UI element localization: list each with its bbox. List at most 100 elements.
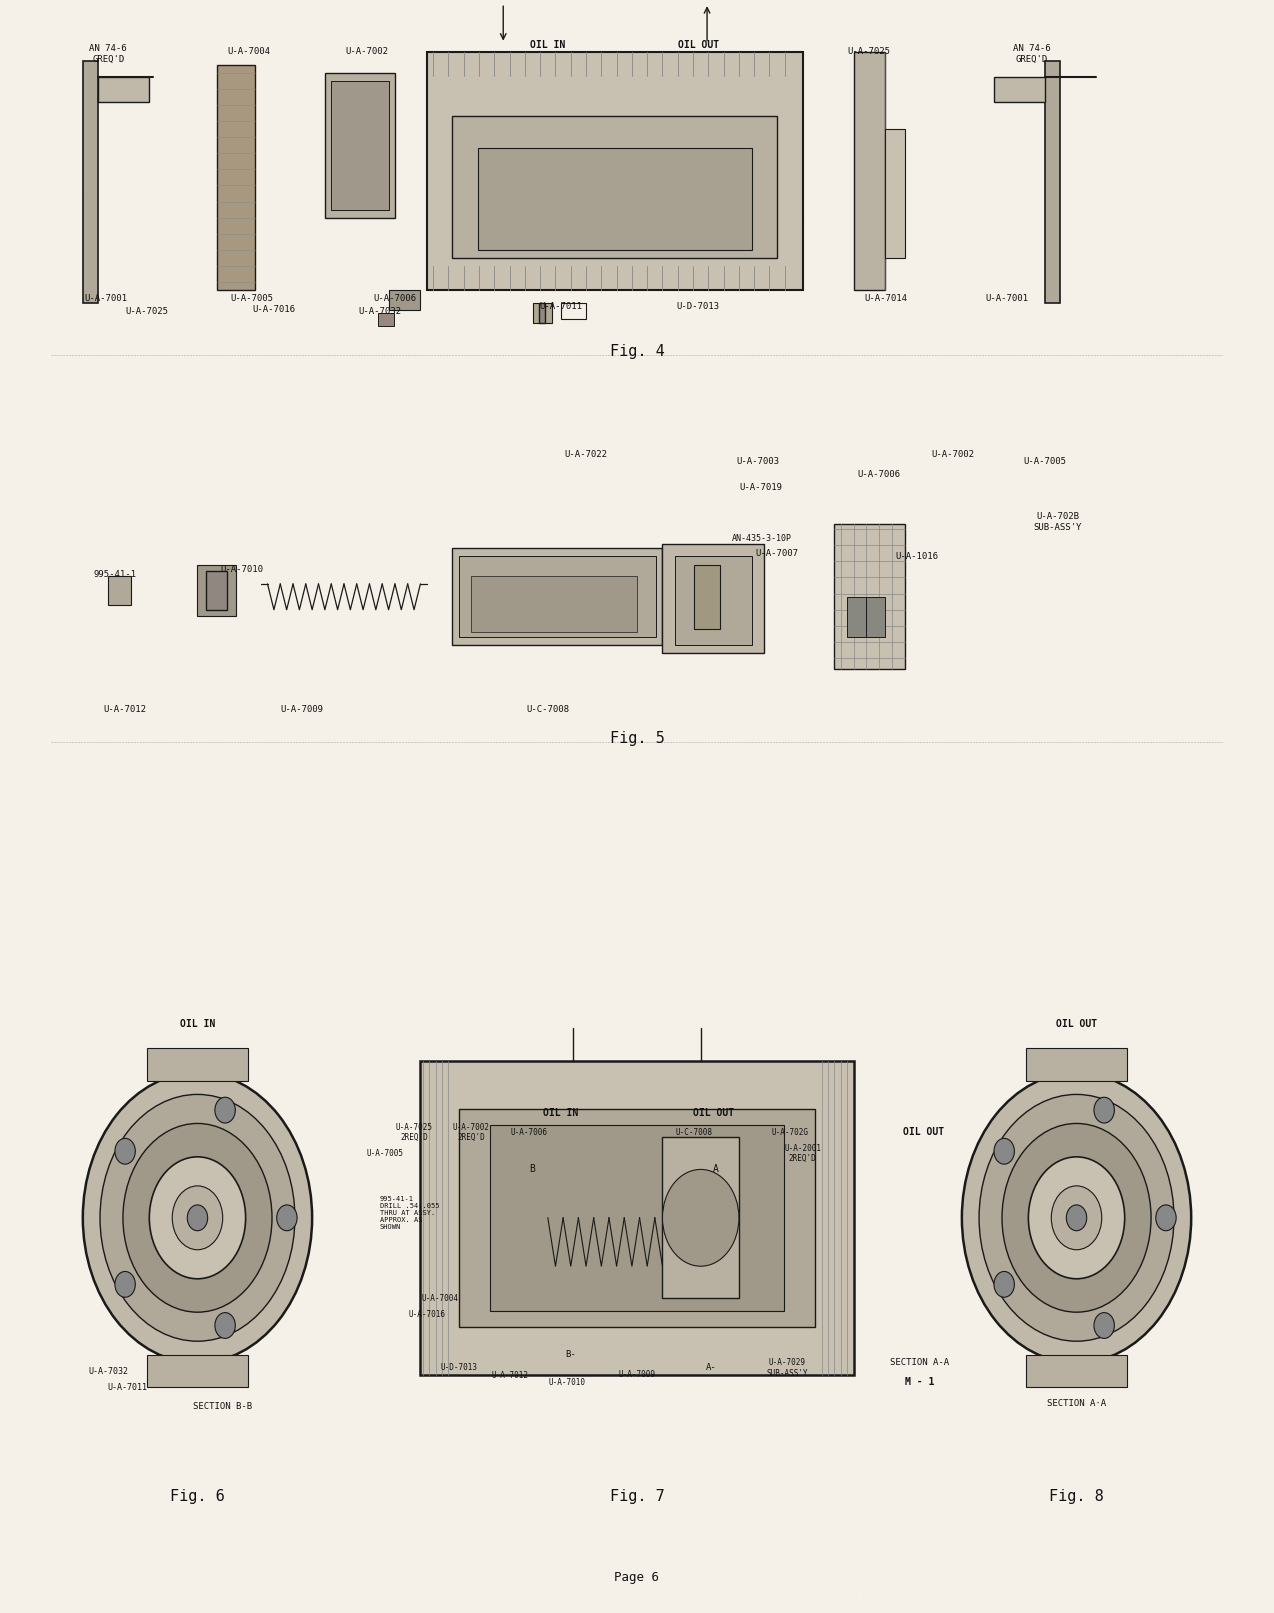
Text: Fig. 6: Fig. 6 xyxy=(171,1489,224,1505)
Text: M - 1: M - 1 xyxy=(905,1378,935,1387)
Bar xyxy=(1045,61,1060,303)
Text: U-A-702G: U-A-702G xyxy=(771,1127,809,1137)
Bar xyxy=(331,81,389,210)
Circle shape xyxy=(276,1205,297,1231)
Bar xyxy=(147,1355,248,1387)
Text: U-A-7002: U-A-7002 xyxy=(345,47,389,56)
Text: U-A-7032: U-A-7032 xyxy=(88,1366,129,1376)
Circle shape xyxy=(662,1169,739,1266)
Bar xyxy=(847,597,866,637)
Text: U-A-7001: U-A-7001 xyxy=(985,294,1028,303)
Text: SECTION B-B: SECTION B-B xyxy=(194,1402,252,1411)
Bar xyxy=(1026,1048,1127,1081)
Bar xyxy=(539,303,545,323)
Circle shape xyxy=(1028,1157,1125,1279)
Text: OIL OUT: OIL OUT xyxy=(1056,1019,1097,1029)
Bar xyxy=(452,116,777,258)
Bar xyxy=(662,1137,739,1298)
Circle shape xyxy=(994,1271,1014,1297)
Text: U-A-7006: U-A-7006 xyxy=(373,294,417,303)
Text: U-A-7011: U-A-7011 xyxy=(107,1382,148,1392)
Bar xyxy=(471,576,637,632)
Text: A-: A- xyxy=(706,1363,716,1373)
Text: U-A-7007: U-A-7007 xyxy=(755,548,799,558)
Bar xyxy=(459,556,656,637)
Bar xyxy=(452,548,662,645)
Text: GREQ'D: GREQ'D xyxy=(1015,55,1049,65)
Bar xyxy=(533,303,552,323)
Bar xyxy=(427,52,803,290)
Text: U-A-7012: U-A-7012 xyxy=(490,1371,529,1381)
Text: A: A xyxy=(713,1165,719,1174)
Text: U-C-7008: U-C-7008 xyxy=(675,1127,713,1137)
Text: OIL OUT: OIL OUT xyxy=(678,40,719,50)
Text: Page 6: Page 6 xyxy=(614,1571,660,1584)
Circle shape xyxy=(115,1271,135,1297)
Text: OIL IN: OIL IN xyxy=(530,40,566,50)
Text: U-A-702B: U-A-702B xyxy=(1036,511,1079,521)
Bar xyxy=(994,77,1045,102)
Bar xyxy=(885,129,905,258)
Bar xyxy=(420,1061,854,1374)
Bar xyxy=(459,1110,815,1326)
Bar xyxy=(389,290,420,310)
Bar xyxy=(834,524,905,669)
Bar xyxy=(108,576,131,605)
Text: U-A-7001: U-A-7001 xyxy=(84,294,127,303)
Text: U-A-2001
2REQ'D: U-A-2001 2REQ'D xyxy=(784,1144,822,1163)
Bar xyxy=(1026,1355,1127,1387)
Text: SECTION A·A: SECTION A·A xyxy=(1047,1398,1106,1408)
Text: U-A-1016: U-A-1016 xyxy=(896,552,939,561)
Text: U-A-7022: U-A-7022 xyxy=(564,450,608,460)
Circle shape xyxy=(1066,1205,1087,1231)
Text: U-A-7006: U-A-7006 xyxy=(510,1127,548,1137)
Text: U-A-7006: U-A-7006 xyxy=(857,469,901,479)
Text: U-A-7010: U-A-7010 xyxy=(220,565,264,574)
Bar xyxy=(325,73,395,218)
Bar xyxy=(694,565,720,629)
Text: U-A-7002
2REQ'D: U-A-7002 2REQ'D xyxy=(452,1123,490,1142)
Circle shape xyxy=(978,1094,1173,1342)
Circle shape xyxy=(172,1186,223,1250)
Text: OIL IN: OIL IN xyxy=(543,1108,578,1118)
Text: U-A-7005: U-A-7005 xyxy=(366,1148,404,1158)
Text: B: B xyxy=(530,1165,535,1174)
Text: 995-41-1
DRILL .54(.055
THRU AT ASSY.
APPROX. AS
SHOWN: 995-41-1 DRILL .54(.055 THRU AT ASSY. AP… xyxy=(380,1195,440,1231)
Bar xyxy=(478,148,752,250)
Text: U-A-7002: U-A-7002 xyxy=(931,450,975,460)
Text: Fig. 8: Fig. 8 xyxy=(1050,1489,1103,1505)
Circle shape xyxy=(1094,1097,1115,1123)
Text: U-A-7004: U-A-7004 xyxy=(420,1294,459,1303)
Text: OIL OUT: OIL OUT xyxy=(903,1127,944,1137)
Text: U-A-7011: U-A-7011 xyxy=(539,302,582,311)
Text: OIL IN: OIL IN xyxy=(180,1019,215,1029)
Circle shape xyxy=(149,1157,246,1279)
Text: AN 74-6: AN 74-6 xyxy=(89,44,127,53)
Circle shape xyxy=(99,1094,294,1342)
Bar xyxy=(490,1126,784,1310)
Text: U-A-7012: U-A-7012 xyxy=(103,705,147,715)
Text: U-A-7016: U-A-7016 xyxy=(408,1310,446,1319)
Circle shape xyxy=(122,1123,273,1313)
Circle shape xyxy=(1094,1313,1115,1339)
Text: U-A-7029
SUB-ASS'Y: U-A-7029 SUB-ASS'Y xyxy=(767,1358,808,1378)
Text: Fig. 7: Fig. 7 xyxy=(610,1489,664,1505)
Text: U-A-7025: U-A-7025 xyxy=(125,306,168,316)
Circle shape xyxy=(115,1139,135,1165)
Circle shape xyxy=(215,1097,236,1123)
Text: AN-435-3-10P: AN-435-3-10P xyxy=(731,534,792,544)
Bar xyxy=(662,544,764,653)
Bar xyxy=(197,565,236,616)
Text: OIL OUT: OIL OUT xyxy=(693,1108,734,1118)
Text: U-A-7005: U-A-7005 xyxy=(1023,456,1066,466)
Circle shape xyxy=(187,1205,208,1231)
Circle shape xyxy=(1001,1123,1150,1313)
Bar xyxy=(206,571,227,610)
Text: U-A-7003: U-A-7003 xyxy=(736,456,780,466)
Bar xyxy=(675,556,752,645)
Text: SUB-ASS'Y: SUB-ASS'Y xyxy=(1033,523,1082,532)
Bar xyxy=(378,313,394,326)
Circle shape xyxy=(962,1073,1191,1363)
Circle shape xyxy=(1051,1186,1102,1250)
Bar xyxy=(147,1048,248,1081)
